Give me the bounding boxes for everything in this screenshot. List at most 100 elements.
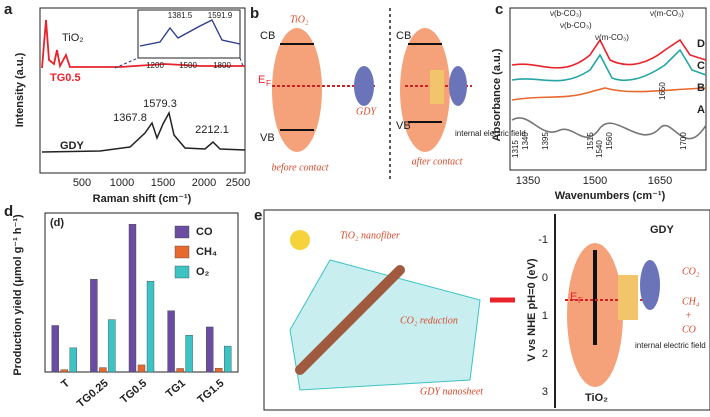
label: 1515 — [586, 132, 595, 150]
label: E — [258, 74, 265, 86]
shape — [139, 19, 241, 47]
label: C — [697, 60, 705, 72]
bar — [60, 369, 68, 373]
x-tick-label: TG0.5 — [118, 377, 149, 406]
label: -1 — [538, 234, 548, 246]
label: CO — [682, 324, 696, 335]
bar — [99, 367, 107, 373]
bar — [167, 310, 175, 373]
label: 1395 — [541, 132, 550, 150]
label: CO₂ — [682, 266, 700, 277]
bar — [146, 281, 155, 373]
label: 1315 — [511, 140, 520, 158]
label: 1500 — [151, 177, 175, 189]
label: B — [697, 82, 705, 94]
label: a — [4, 1, 13, 18]
label: 2000 — [192, 177, 216, 189]
legend-label: CO — [196, 226, 213, 238]
label: 1367.8 — [113, 112, 147, 124]
shape — [290, 230, 310, 250]
shape — [618, 275, 638, 320]
panel-c: c Absorbance (a.u.) Wavenumbers (cm⁻¹) 1… — [491, 1, 707, 202]
label: Absorbance (a.u.) — [491, 48, 503, 141]
label: 2212.1 — [195, 124, 229, 136]
label: TiO₂ — [290, 14, 309, 25]
label: + — [685, 310, 692, 321]
label: 2 — [542, 348, 548, 360]
label: D — [697, 38, 705, 50]
x-tick-label: TG0.25 — [75, 377, 111, 410]
label: 1540 — [595, 140, 604, 158]
label: 1340 — [521, 132, 530, 150]
label: 1 — [542, 310, 548, 322]
label: 1560 — [605, 132, 614, 150]
bar — [185, 334, 193, 373]
shape — [41, 19, 245, 69]
shape — [39, 7, 246, 174]
label: A — [697, 104, 705, 116]
shape — [509, 7, 707, 171]
shape — [449, 66, 467, 106]
label: GDY — [356, 106, 377, 117]
legend-swatch — [174, 265, 190, 279]
label: 1650 — [648, 175, 672, 187]
bar — [214, 367, 223, 373]
label: 0 — [542, 272, 548, 284]
label: VB — [260, 132, 275, 144]
label: Production yield (μmol g⁻¹ h⁻¹) — [12, 214, 24, 376]
shape — [511, 117, 707, 140]
label: internal electric field — [635, 341, 706, 350]
shape — [114, 57, 244, 69]
panel-e: e TiO₂ nanofiber CO₂ reduction GDY nanos… — [254, 207, 710, 411]
label: F — [266, 79, 271, 88]
shape — [511, 87, 707, 101]
bar — [90, 279, 98, 373]
bar — [51, 325, 59, 373]
label: 2500 — [226, 177, 250, 189]
shape — [354, 66, 374, 106]
bar — [223, 345, 232, 373]
label: CB — [396, 30, 411, 42]
label: 1350 — [516, 175, 540, 187]
label: ν(m-CO₃) — [595, 33, 629, 42]
label: e — [254, 207, 262, 224]
label: F — [578, 296, 583, 305]
label: GDY nanosheet — [420, 386, 483, 397]
shape — [511, 38, 707, 69]
label: d — [4, 203, 13, 220]
label: 1200 — [146, 61, 164, 70]
label: TiO₂ — [585, 392, 608, 404]
label: 1579.3 — [143, 98, 177, 110]
label: CO₂ reduction — [400, 315, 458, 326]
bar — [176, 368, 184, 373]
shape — [511, 48, 707, 82]
label: Raman shift (cm⁻¹) — [93, 193, 192, 205]
label: GDY — [650, 224, 675, 236]
shape — [295, 265, 405, 375]
panel-a: a Intensity (a.u.) Raman shift (cm⁻¹) 50… — [4, 1, 250, 205]
bar — [205, 326, 214, 373]
label: Wavenumbers (cm⁻¹) — [555, 190, 666, 202]
legend-swatch — [174, 245, 190, 259]
label: ν(b-CO₃) — [560, 21, 592, 30]
bar — [137, 364, 146, 373]
bar — [108, 319, 116, 373]
shape — [41, 110, 246, 153]
label: b — [250, 5, 259, 22]
bar — [128, 223, 137, 373]
label: GDY — [60, 140, 85, 152]
label: ν(b-CO₃) — [550, 9, 582, 18]
label: 1381.5 — [168, 11, 193, 20]
label: 1800 — [213, 61, 231, 70]
shape — [137, 9, 241, 59]
shape — [272, 28, 322, 152]
label: 1000 — [110, 177, 134, 189]
label: TiO₂ nanofiber — [340, 230, 400, 241]
label: VB — [396, 120, 411, 132]
label: 1650 — [658, 82, 667, 100]
label: 500 — [73, 177, 91, 189]
label: 1591.9 — [208, 11, 233, 20]
label: Intensity (a.u.) — [14, 52, 26, 127]
